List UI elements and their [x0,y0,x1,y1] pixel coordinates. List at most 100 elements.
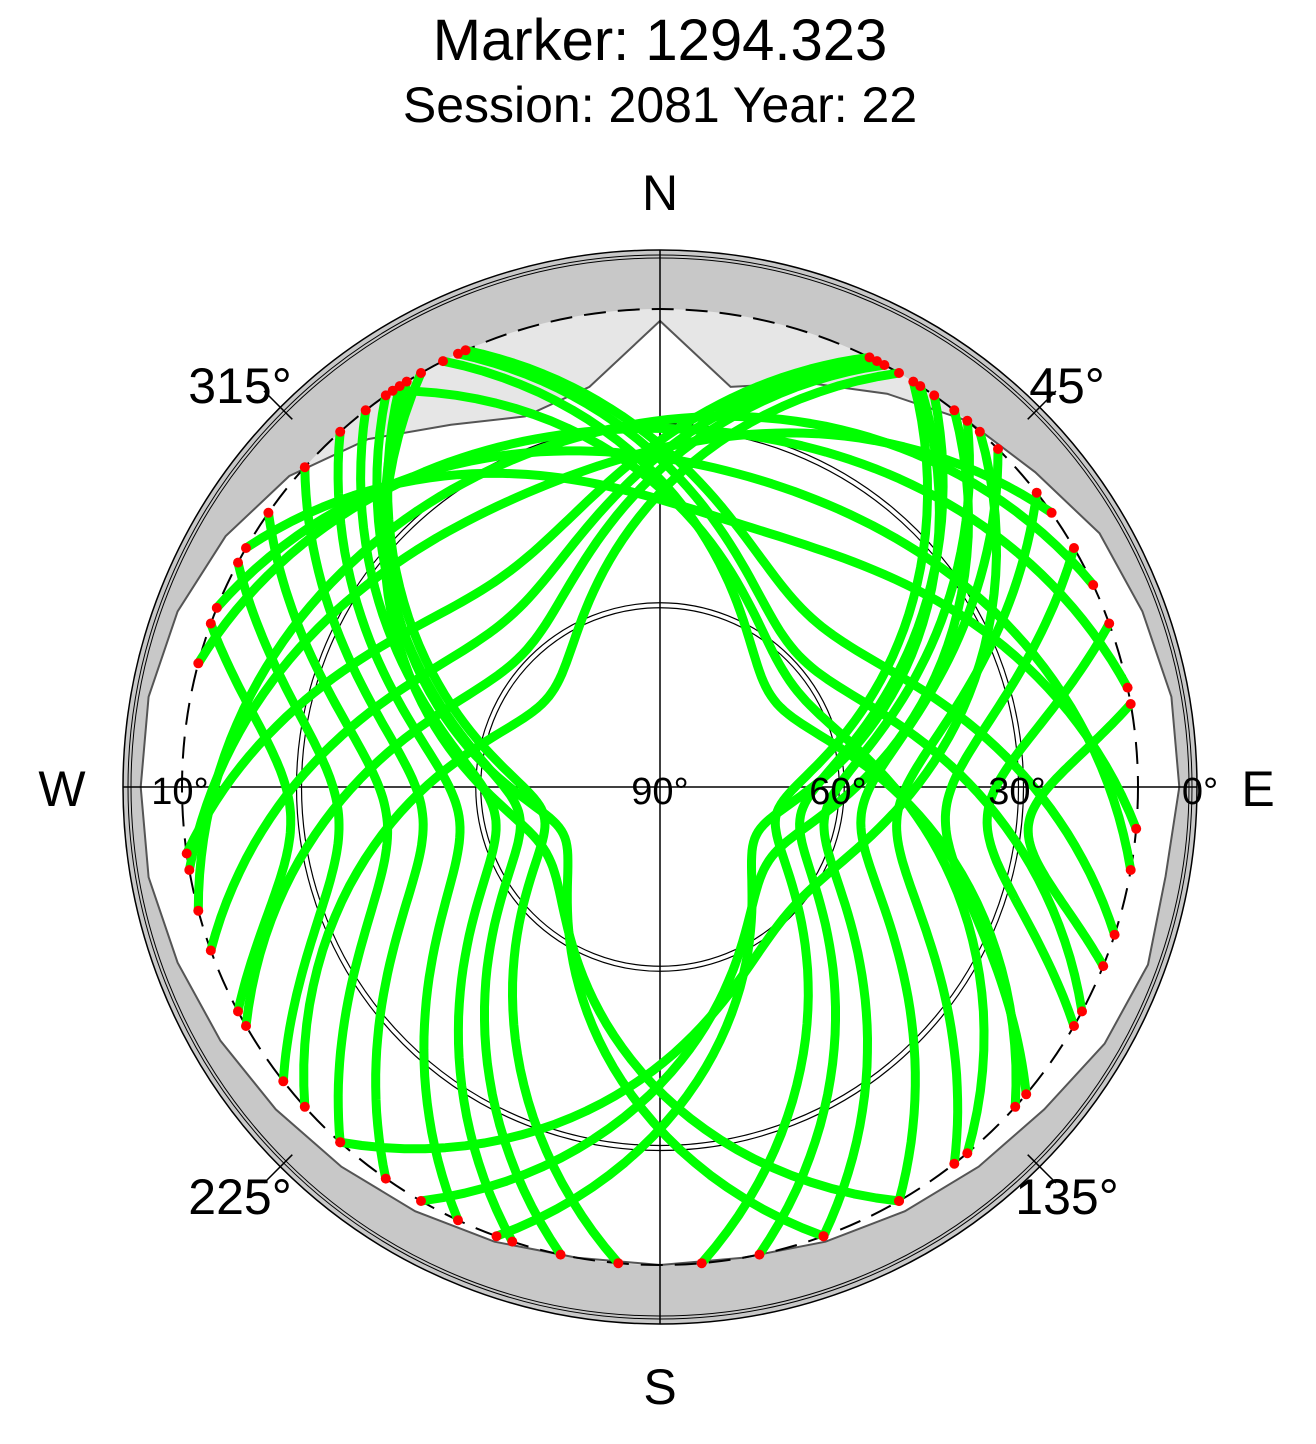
track-end-point [555,1249,566,1260]
track-end-point [205,945,216,956]
track-end-point [894,1196,904,1206]
elevation-label-0: 0° [1182,771,1218,813]
track-end-point [335,1137,346,1148]
track-start-point [1069,543,1079,553]
track-end-point [241,1021,251,1031]
track-end-point [184,865,195,875]
track-start-point [879,360,890,370]
track-end-point [278,1076,289,1087]
azimuth-label-135: 135° [1015,1169,1118,1225]
track-start-point [211,602,222,613]
track-start-point [438,356,448,367]
satellite-track [206,619,296,1016]
satellite-track [333,427,465,1225]
track-start-point [263,507,274,518]
track-end-point [962,1148,973,1159]
track-start-point [1104,618,1115,629]
track-end-point [949,1158,960,1169]
track-end-point [453,1215,463,1226]
azimuth-tick-225 [263,1154,293,1184]
satellite-track [356,405,517,1247]
track-start-point [962,415,973,426]
track-start-point [894,368,904,378]
track-end-point [1010,1101,1021,1112]
compass-east: E [1241,761,1274,817]
satellite-tracks [182,345,1141,1268]
track-start-point [1125,699,1136,709]
satellite-track [1023,699,1136,971]
track-start-point [387,385,398,396]
track-start-point [864,352,875,363]
track-start-point [233,557,243,568]
track-start-point [993,444,1003,454]
azimuth-label-315: 315° [188,358,291,414]
polar-plot-area [122,249,1198,1325]
track-start-point [1031,487,1042,498]
satellite-track [856,444,1003,1206]
track-end-point [233,1006,243,1017]
track-end-point [1122,682,1133,693]
track-start-point [929,390,940,401]
track-end-point [1109,929,1120,940]
track-start-point [241,543,251,553]
satellite-track [241,360,889,1031]
track-start-point [453,348,463,359]
track-end-point [181,848,192,859]
elevation-label-30: 30° [988,771,1045,813]
track-start-point [299,462,310,473]
azimuth-tick-315 [263,390,293,420]
azimuth-label-45: 45° [1029,358,1105,414]
track-start-point [1088,580,1099,590]
track-end-point [380,1173,391,1184]
track-start-point [360,405,371,416]
track-start-point [205,618,216,629]
track-start-point [872,356,882,367]
track-start-point [1046,507,1057,518]
track-end-point [507,1236,518,1247]
track-end-point [1069,1021,1079,1031]
satellite-track [206,356,882,955]
satellite-track [380,377,828,1241]
track-start-point [974,426,985,437]
satellite-track [263,508,393,1147]
satellite-track [982,619,1114,1031]
chart-subtitle: Session: 2081 Year: 22 [403,77,917,133]
satellite-track [438,356,1021,1112]
track-end-point [613,1258,624,1269]
track-end-point [416,1196,426,1206]
track-start-point [335,426,346,437]
azimuth-tick-135 [1027,1154,1057,1184]
compass-west: W [38,761,86,817]
satellite-track [388,386,989,1158]
elevation-label-10: 10° [151,771,208,813]
satellite-track [233,558,344,1086]
track-end-point [1131,823,1142,834]
compass-north: N [642,165,678,221]
satellite-track [300,462,428,1184]
satellite-track [335,427,1001,1154]
track-start-point [460,345,471,356]
track-end-point [491,1231,502,1242]
track-end-point [1098,961,1109,972]
track-end-point [1077,1006,1087,1017]
satellite-track [241,468,1141,834]
track-start-point [416,368,426,378]
track-start-point [193,658,204,669]
track-start-point [949,405,960,416]
azimuth-tick-45 [1027,390,1057,420]
chart-title: Marker: 1294.323 [433,8,888,73]
elevation-label-90: 90° [631,771,688,813]
satellite-track [892,488,1042,1169]
track-end-point [818,1231,829,1242]
satellite-track [492,381,944,1241]
track-end-point [696,1258,707,1269]
track-end-point [193,905,204,916]
satellite-track [193,423,1133,693]
azimuth-label-225: 225° [188,1169,291,1225]
track-start-point [915,381,926,392]
compass-south: S [643,1359,676,1415]
track-endpoints [181,345,1142,1269]
elevation-label-60: 60° [809,771,866,813]
satellite-track [379,368,904,1206]
